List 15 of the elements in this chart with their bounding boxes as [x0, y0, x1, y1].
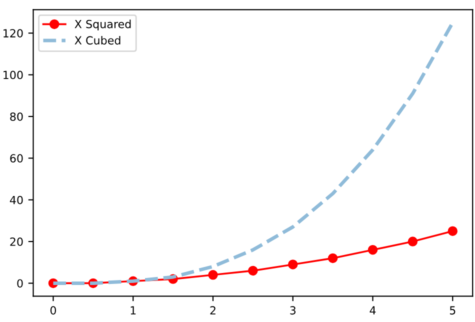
- y-tick-label: 20: [10, 238, 23, 246]
- x-tick-label: 2: [210, 306, 216, 314]
- y-tick-label: 0: [17, 279, 23, 288]
- x-tick-label: 3: [290, 306, 296, 315]
- y-tick-label: 120: [4, 29, 23, 38]
- y-tick-label: 40: [10, 196, 23, 204]
- legend-label: X Cubed: [74, 36, 120, 45]
- x-tick-label: 0: [50, 306, 56, 315]
- x-tick-label: 4: [370, 306, 376, 314]
- y-tick-label: 60: [10, 154, 23, 163]
- y-tick-label: 100: [4, 70, 23, 80]
- x-tick-label: 5: [450, 306, 456, 315]
- y-tick-label: 80: [10, 112, 23, 121]
- x-tick-label: 1: [130, 306, 136, 314]
- legend-label: X Squared: [74, 20, 131, 30]
